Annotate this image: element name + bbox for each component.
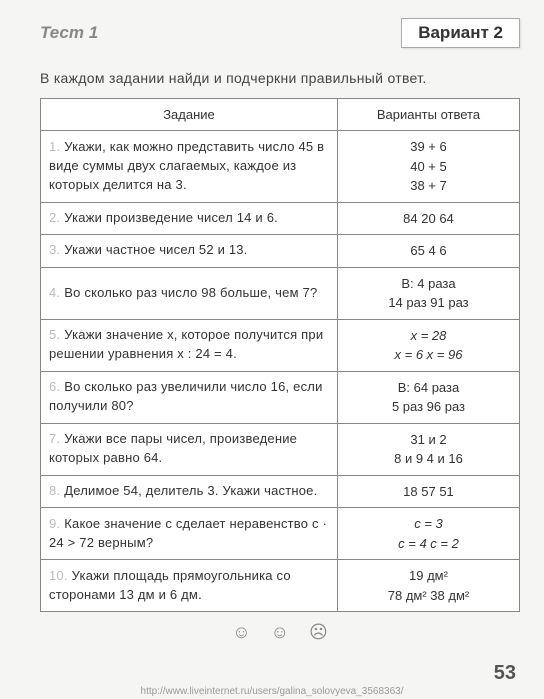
answers-cell: x = 28 x = 6 x = 96 [337, 319, 519, 371]
header: Тест 1 Вариант 2 [40, 18, 520, 48]
answers-cell: 65 4 6 [337, 235, 519, 268]
task-cell: 7.Укажи все пары чисел, произведение кот… [41, 423, 338, 475]
answers-cell: 19 дм² 78 дм² 38 дм² [337, 560, 519, 612]
col-answers: Варианты ответа [337, 99, 519, 131]
table-row: 6.Во сколько раз увеличили число 16, есл… [41, 371, 520, 423]
answers-cell: 18 57 51 [337, 475, 519, 508]
task-table: Задание Варианты ответа 1.Укажи, как мож… [40, 98, 520, 612]
table-row: 10.Укажи площадь прямоугольника со сторо… [41, 560, 520, 612]
answers-cell: В: 4 раза 14 раз 91 раз [337, 267, 519, 319]
footer-url: http://www.liveinternet.ru/users/galina_… [0, 686, 544, 697]
table-row: 2.Укажи произведение чисел 14 и 6.84 20 … [41, 202, 520, 235]
answers-cell: 84 20 64 [337, 202, 519, 235]
table-row: 9.Какое значение c сделает неравенство c… [41, 508, 520, 560]
answers-cell: c = 3 c = 4 c = 2 [337, 508, 519, 560]
task-cell: 10.Укажи площадь прямоугольника со сторо… [41, 560, 338, 612]
variant-label: Вариант 2 [401, 18, 520, 48]
task-cell: 6.Во сколько раз увеличили число 16, есл… [41, 371, 338, 423]
table-row: 8.Делимое 54, делитель 3. Укажи частное.… [41, 475, 520, 508]
smileys: ☺☺☹ [40, 622, 520, 643]
task-cell: 8.Делимое 54, делитель 3. Укажи частное. [41, 475, 338, 508]
table-row: 5.Укажи значение x, которое получится пр… [41, 319, 520, 371]
task-cell: 4.Во сколько раз число 98 больше, чем 7? [41, 267, 338, 319]
test-label: Тест 1 [40, 23, 98, 43]
task-cell: 2.Укажи произведение чисел 14 и 6. [41, 202, 338, 235]
task-cell: 1.Укажи, как можно представить число 45 … [41, 131, 338, 203]
col-task: Задание [41, 99, 338, 131]
table-row: 4.Во сколько раз число 98 больше, чем 7?… [41, 267, 520, 319]
instruction: В каждом задании найди и подчеркни прави… [40, 70, 520, 86]
task-cell: 5.Укажи значение x, которое получится пр… [41, 319, 338, 371]
answers-cell: 39 + 6 40 + 5 38 + 7 [337, 131, 519, 203]
table-row: 7.Укажи все пары чисел, произведение кот… [41, 423, 520, 475]
page-number: 53 [494, 662, 516, 685]
task-cell: 3.Укажи частное чисел 52 и 13. [41, 235, 338, 268]
table-row: 3.Укажи частное чисел 52 и 13.65 4 6 [41, 235, 520, 268]
table-row: 1.Укажи, как можно представить число 45 … [41, 131, 520, 203]
answers-cell: В: 64 раза 5 раз 96 раз [337, 371, 519, 423]
answers-cell: 31 и 2 8 и 9 4 и 16 [337, 423, 519, 475]
task-cell: 9.Какое значение c сделает неравенство c… [41, 508, 338, 560]
